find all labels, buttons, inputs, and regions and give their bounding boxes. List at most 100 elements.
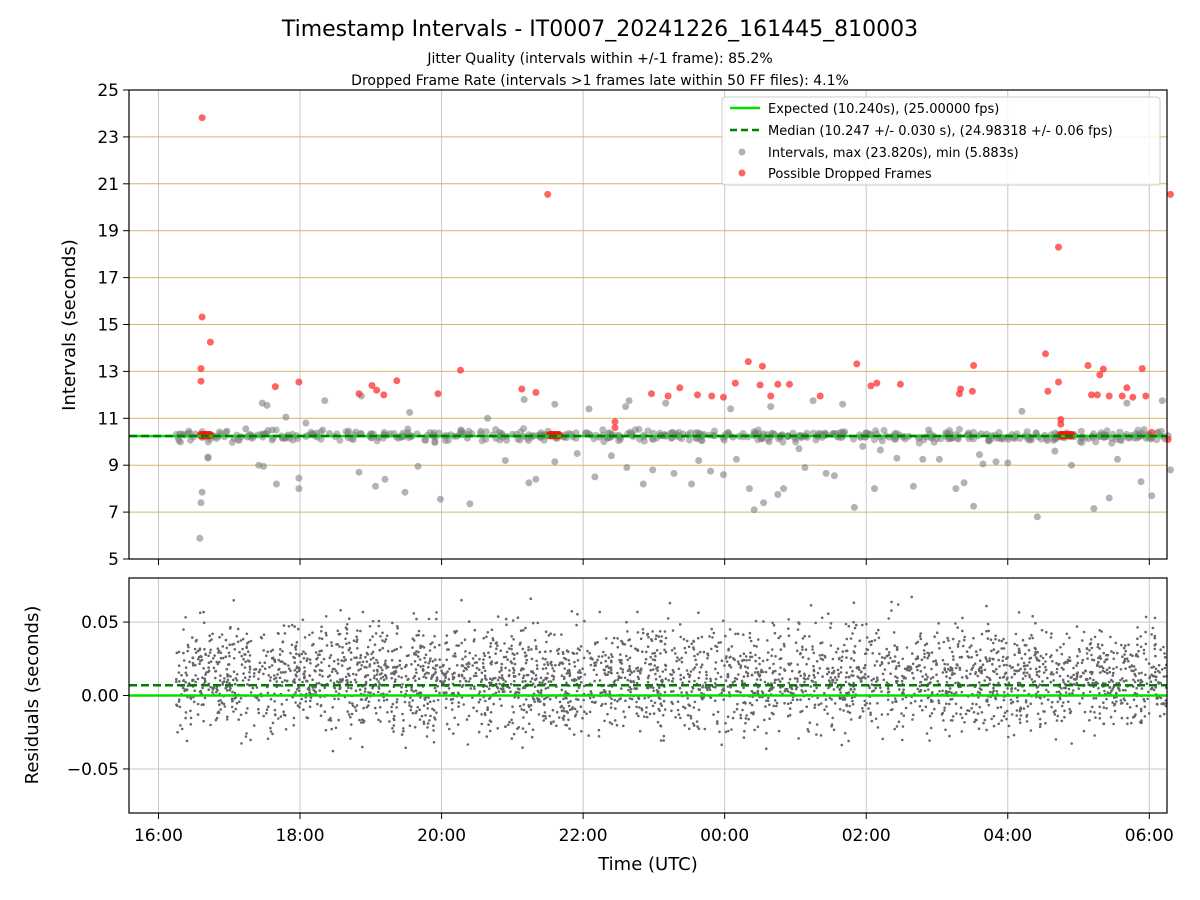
residual-point	[198, 611, 202, 615]
residual-point	[294, 701, 297, 704]
residual-point	[866, 636, 869, 639]
top-y-tick-label: 15	[97, 316, 119, 336]
residual-point	[660, 704, 664, 707]
residual-point	[511, 721, 514, 725]
residual-point	[706, 656, 709, 660]
residual-point	[567, 718, 570, 722]
residual-point	[851, 690, 855, 694]
residual-point	[292, 716, 296, 720]
residual-point	[422, 704, 426, 707]
residual-point	[950, 673, 954, 676]
residual-point	[360, 721, 363, 724]
residual-point	[1001, 659, 1004, 663]
residual-point	[213, 654, 216, 657]
residual-point	[616, 678, 620, 681]
residual-point	[635, 712, 639, 715]
residual-point	[516, 652, 519, 655]
interval-point	[615, 437, 623, 445]
top-y-tick-label: 17	[97, 269, 119, 289]
residual-point	[675, 659, 678, 663]
residual-point	[904, 706, 908, 710]
residual-point	[845, 671, 848, 674]
residual-point	[812, 673, 816, 677]
residual-point	[716, 671, 720, 675]
residual-point	[234, 677, 238, 680]
residual-point	[858, 639, 861, 642]
residual-point	[1005, 709, 1009, 713]
residual-point	[412, 612, 416, 615]
residual-point	[431, 641, 434, 644]
residual-point	[942, 719, 945, 722]
residual-point	[349, 658, 353, 661]
residual-point	[1147, 690, 1150, 694]
residual-point	[544, 630, 548, 633]
residual-point	[694, 658, 697, 662]
residual-point	[349, 715, 352, 719]
residual-point	[700, 663, 704, 666]
residual-point	[853, 688, 856, 691]
residual-point	[1017, 647, 1021, 651]
residual-point	[698, 650, 702, 654]
residual-point	[1132, 669, 1135, 673]
residual-point	[289, 669, 292, 673]
residual-point	[301, 618, 305, 622]
residual-point	[239, 713, 243, 717]
interval-point	[1004, 459, 1012, 467]
residual-point	[185, 739, 189, 743]
residual-point	[936, 679, 939, 683]
residual-point	[1007, 724, 1011, 728]
residual-point	[378, 648, 382, 652]
residual-point	[1005, 663, 1008, 667]
residual-point	[441, 671, 444, 675]
residual-point	[530, 735, 534, 739]
residual-point	[551, 667, 554, 670]
residual-point	[465, 663, 469, 666]
residual-point	[949, 698, 952, 701]
residual-point	[793, 677, 797, 680]
residual-point	[513, 662, 517, 666]
residual-point	[424, 653, 428, 656]
residual-point	[506, 723, 510, 727]
interval-point	[503, 436, 511, 444]
residual-point	[282, 710, 285, 713]
residual-point	[569, 708, 572, 712]
residual-point	[615, 723, 619, 727]
residual-point	[624, 699, 627, 703]
residual-point	[429, 714, 432, 718]
residual-point	[546, 686, 550, 689]
residual-point	[247, 678, 251, 682]
residual-point	[1006, 687, 1009, 690]
residual-point	[757, 638, 760, 641]
residual-point	[742, 736, 746, 739]
residual-point	[246, 683, 249, 686]
residual-point	[560, 674, 564, 677]
residual-point	[245, 646, 248, 649]
residual-point	[471, 657, 475, 660]
residual-point	[1031, 681, 1035, 684]
residual-point	[1088, 719, 1091, 722]
residual-point	[827, 667, 830, 670]
residual-point	[221, 656, 225, 660]
residual-point	[327, 664, 331, 668]
residual-point	[849, 637, 853, 640]
residual-point	[276, 673, 279, 676]
residual-point	[1076, 661, 1080, 665]
interval-point	[1105, 494, 1113, 502]
residual-point	[345, 679, 348, 682]
residual-point	[396, 627, 400, 630]
residual-point	[494, 642, 498, 645]
residual-point	[257, 711, 261, 715]
residual-point	[280, 680, 284, 684]
residual-point	[912, 713, 915, 717]
residual-point	[955, 712, 958, 715]
residual-point	[860, 677, 863, 680]
residual-point	[523, 651, 527, 654]
residual-point	[682, 705, 685, 709]
residual-point	[215, 716, 219, 720]
residual-point	[522, 716, 525, 719]
residual-point	[850, 657, 853, 660]
residual-point	[1089, 638, 1093, 641]
residual-point	[226, 715, 229, 719]
residual-point	[229, 675, 232, 678]
residual-point	[414, 679, 417, 682]
